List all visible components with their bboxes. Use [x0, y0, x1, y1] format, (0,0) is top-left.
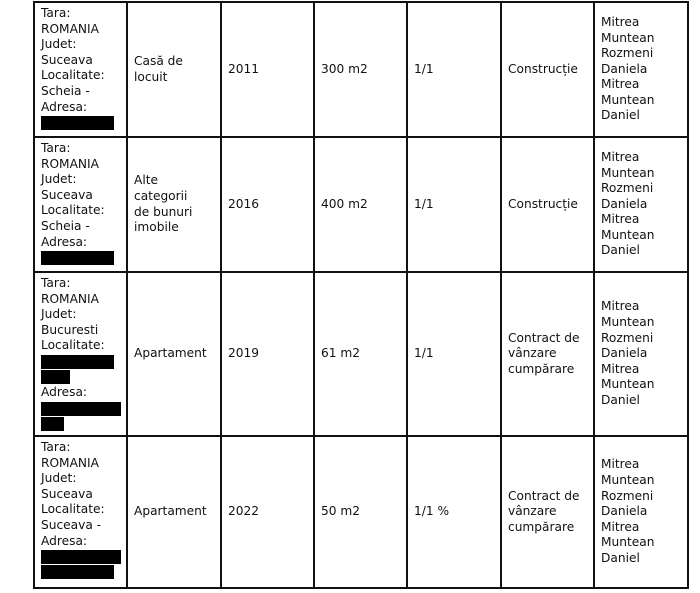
category-cell: Apartament: [126, 271, 222, 437]
table-row: Tara: ROMANIA Judet: Suceava Localitate: Sche…: [33, 1, 689, 138]
category-cell: Casă de locuit: [126, 1, 222, 138]
address-line: Localitate:: [41, 68, 105, 83]
address-line: Tara:: [41, 6, 71, 20]
property-table: Tara: ROMANIA Judet: Suceava Localitate: Sche…: [33, 1, 689, 589]
address-line: Adresa:: [41, 234, 88, 249]
address-cell: Tara: ROMANIA Judet: Bucuresti Localitate: Ad…: [33, 271, 128, 437]
year-cell: 2016: [220, 136, 315, 273]
area-cell: 300 m2: [313, 1, 408, 138]
year-cell: 2019: [220, 271, 315, 437]
address-line: ROMANIA: [41, 455, 99, 470]
share-cell: 1/1: [406, 1, 502, 138]
address-line: Scheia -: [41, 83, 90, 98]
address-line: Localitate:: [41, 203, 105, 218]
address-line: ROMANIA: [41, 156, 99, 171]
mode-cell: Construcție: [500, 136, 595, 273]
mode-cell: Contract de vânzare cumpărare: [500, 271, 595, 437]
address-line: Localitate:: [41, 502, 105, 517]
area-cell: 400 m2: [313, 136, 408, 273]
share-cell: 1/1 %: [406, 435, 502, 589]
owners-cell: Mitrea Muntean Rozmeni Daniela Mitrea Mu…: [593, 271, 689, 437]
address-line: Suceava -: [41, 517, 102, 532]
share-cell: 1/1: [406, 136, 502, 273]
redaction-block: [41, 116, 114, 131]
address-line: Suceava: [41, 486, 93, 501]
address-cell: Tara: ROMANIA Judet: Suceava Localitate: Sche…: [33, 1, 128, 138]
year-cell: 2022: [220, 435, 315, 589]
mode-cell: Contract de vânzare cumpărare: [500, 435, 595, 589]
address-line: Adresa:: [41, 384, 88, 399]
address-line: Bucuresti: [41, 322, 99, 337]
category-cell: Alte categorii de bunuri imobile: [126, 136, 222, 273]
redaction-block: [41, 416, 64, 431]
redaction-block: [41, 550, 121, 565]
area-cell: 61 m2: [313, 271, 408, 437]
owners-cell: Mitrea Muntean Rozmeni Daniela Mitrea Mu…: [593, 435, 689, 589]
address-line: Judet:: [41, 471, 77, 486]
owners-cell: Mitrea Muntean Rozmeni Daniela Mitrea Mu…: [593, 136, 689, 273]
owners-cell: Mitrea Muntean Rozmeni Daniela Mitrea Mu…: [593, 1, 689, 138]
address-cell: Tara: ROMANIA Judet: Suceava Localitate: Sche…: [33, 136, 128, 273]
category-cell: Apartament: [126, 435, 222, 589]
redaction-block: [41, 354, 114, 369]
address-line: Judet:: [41, 307, 77, 322]
address-line: Adresa:: [41, 99, 88, 114]
address-line: Scheia -: [41, 218, 90, 233]
table-row: Tara: ROMANIA Judet: Suceava Localitate: Sche…: [33, 136, 689, 273]
table-row: Tara: ROMANIA Judet: Bucuresti Localitate: Ad…: [33, 271, 689, 437]
address-line: Adresa:: [41, 533, 88, 548]
address-line: Suceava: [41, 187, 93, 202]
address-line: Tara:: [41, 276, 71, 290]
address-cell: Tara: ROMANIA Judet: Suceava Localitate: Suce…: [33, 435, 128, 589]
share-cell: 1/1: [406, 271, 502, 437]
mode-cell: Construcție: [500, 1, 595, 138]
address-line: Judet:: [41, 172, 77, 187]
year-cell: 2011: [220, 1, 315, 138]
redaction-block: [41, 565, 114, 580]
address-line: Localitate:: [41, 338, 105, 353]
address-line: ROMANIA: [41, 291, 99, 306]
address-line: Judet:: [41, 37, 77, 52]
redaction-block: [41, 369, 70, 384]
address-line: ROMANIA: [41, 21, 99, 36]
address-line: Tara:: [41, 440, 71, 454]
address-line: Suceava: [41, 52, 93, 67]
area-cell: 50 m2: [313, 435, 408, 589]
redaction-block: [41, 401, 121, 416]
redaction-block: [41, 251, 114, 266]
address-line: Tara:: [41, 141, 71, 155]
table-row: Tara: ROMANIA Judet: Suceava Localitate: Suce…: [33, 435, 689, 589]
